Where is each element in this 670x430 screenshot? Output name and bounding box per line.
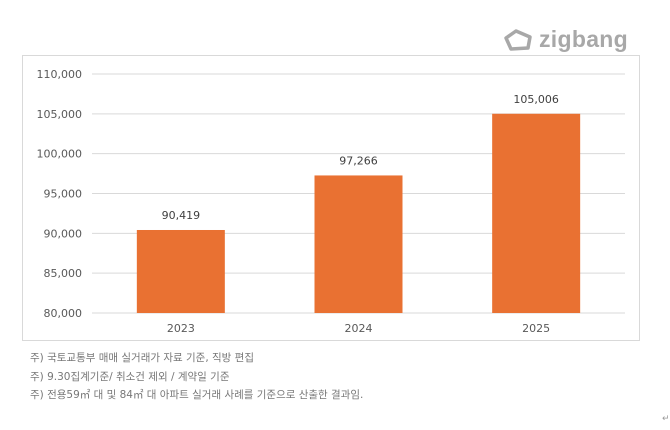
y-tick-label: 100,000 [37,148,83,161]
y-tick-label: 105,000 [37,108,83,121]
bar [314,175,403,313]
x-tick-label: 2024 [345,322,373,335]
bar [492,113,581,314]
data-label: 105,006 [513,93,559,106]
data-label: 90,419 [162,209,201,222]
y-tick-label: 95,000 [44,188,83,201]
logo-text: zigbang [539,26,628,52]
footnotes: 주) 국토교통부 매매 실거래가 자료 기준, 직방 편집 주) 9.30집계기… [30,349,363,405]
footnote: 주) 국토교통부 매매 실거래가 자료 기준, 직방 편집 [30,352,254,364]
footnote: 주) 9.30집계기준/ 취소건 제외 / 계약일 기준 [30,370,230,383]
y-tick-label: 85,000 [44,267,83,280]
y-tick-label: 90,000 [44,227,83,240]
data-label: 97,266 [339,154,378,167]
x-tick-label: 2023 [167,322,195,335]
bar [136,229,225,313]
chart-area [22,55,640,341]
y-tick-label: 110,000 [37,68,83,81]
y-tick-label: 80,000 [44,307,83,320]
zigbang-logo: zigbang [503,26,628,53]
zigbang-house-icon [504,28,532,51]
footnote: 주) 전용59㎡ 대 및 84㎡ 대 아파트 실거래 사례를 기준으로 산출한 … [30,389,364,401]
x-tick-label: 2025 [522,322,550,335]
paragraph-mark: ↵ [662,414,670,424]
